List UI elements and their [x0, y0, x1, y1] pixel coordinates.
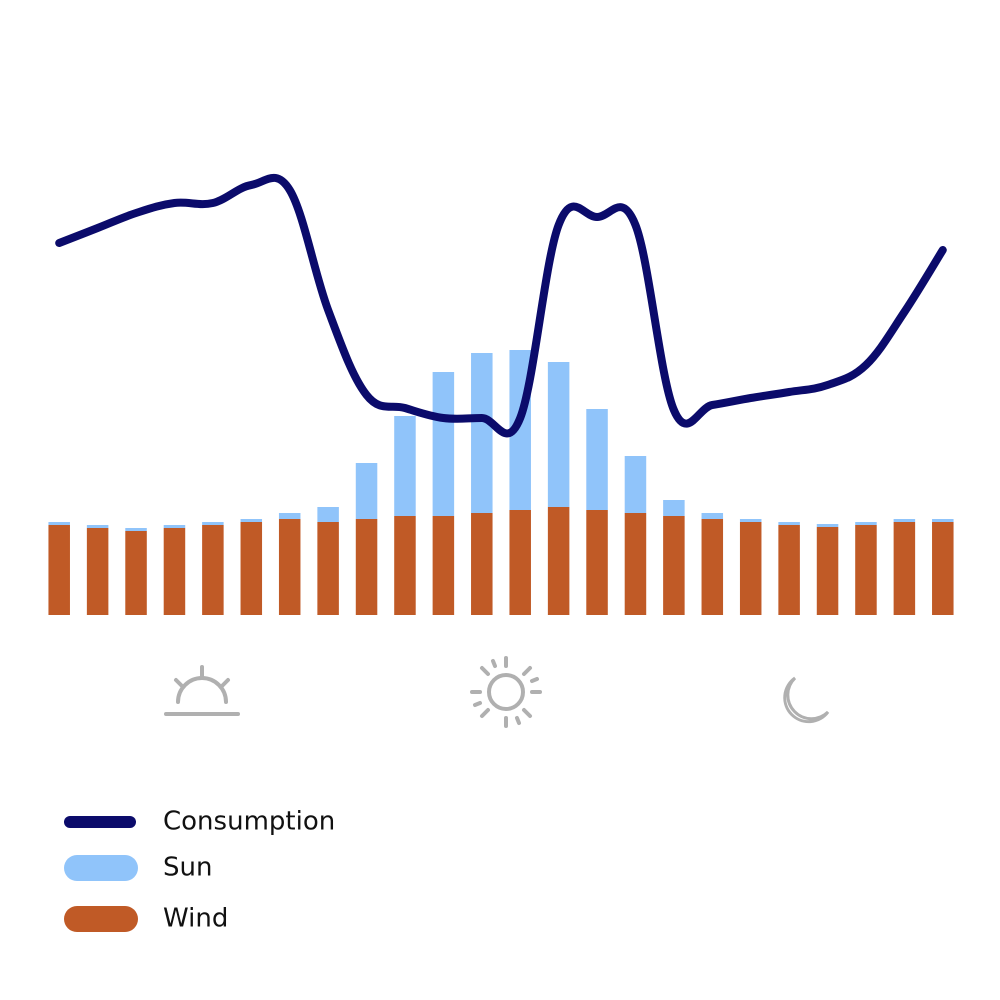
bar-segment [778, 522, 800, 525]
bar-segment [663, 500, 685, 516]
bar-segment [125, 531, 147, 615]
bar-segment [932, 522, 954, 615]
bar-segment [86, 525, 109, 528]
sun-icon [470, 656, 542, 728]
bar-segment [86, 528, 109, 615]
bar-segment [48, 522, 70, 525]
bar-segment [163, 528, 186, 615]
bar-segment [355, 463, 378, 519]
legend-label: Sun [163, 853, 212, 883]
legend-label: Wind [163, 904, 228, 934]
moon-icon [783, 676, 830, 724]
bar-segment [509, 510, 531, 615]
bar-segment [278, 519, 301, 615]
bar-segment [855, 525, 877, 615]
bar-segment [547, 362, 570, 507]
bar-segment [624, 513, 647, 615]
bar-segment [317, 507, 339, 522]
bar-segment [278, 513, 301, 519]
bar-segment [701, 513, 724, 519]
sunrise-icon [164, 665, 240, 716]
bar-segment [816, 527, 839, 615]
bar-segment [394, 516, 416, 615]
bar-segment [432, 516, 455, 615]
bar-segment [701, 519, 724, 615]
bar-segment [240, 519, 263, 522]
bar-segment [202, 525, 224, 615]
bar-segment [355, 519, 378, 615]
bar-segment [125, 528, 147, 531]
bar-segment [663, 516, 685, 615]
bar-segment [240, 522, 263, 615]
bar-segment [394, 416, 416, 516]
bar-segment [432, 372, 455, 516]
legend-label: Consumption [163, 807, 335, 837]
bar-segment [586, 510, 608, 615]
legend-swatch [64, 855, 138, 881]
bar-segment [932, 519, 954, 522]
bar-segment [48, 525, 70, 615]
consumption-line [55, 173, 947, 438]
legend-swatch [64, 906, 138, 932]
bar-segment [893, 519, 916, 522]
bar-segment [739, 522, 762, 615]
bar-segment [893, 522, 916, 615]
bar-segment [163, 525, 186, 528]
bar-segment [855, 522, 877, 525]
bar-segment [471, 353, 493, 513]
bar-segment [202, 522, 224, 525]
bar-segment [778, 525, 800, 615]
bar-segment [816, 524, 839, 527]
bar-segment [624, 456, 647, 513]
bar-segment [547, 507, 570, 615]
bar-segment [586, 409, 608, 510]
bar-segment [471, 513, 493, 615]
bar-segment [739, 519, 762, 522]
bar-segment [317, 522, 339, 615]
